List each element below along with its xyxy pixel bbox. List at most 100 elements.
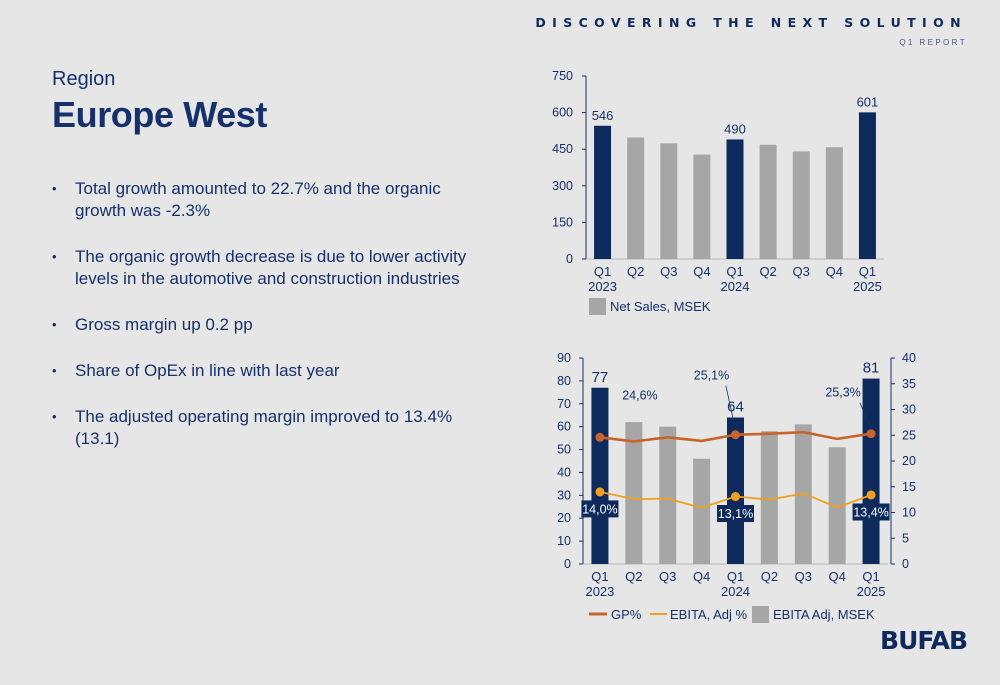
right-y-tick-label: 25 — [902, 428, 916, 442]
net-sales-data-label: 546 — [592, 108, 614, 123]
left-y-tick-label: 20 — [557, 511, 571, 525]
region-title: Europe West — [52, 94, 267, 135]
x-tick-label: 2024 — [721, 279, 750, 294]
x-tick-label: Q3 — [793, 264, 810, 279]
ebita-adj-bar — [828, 447, 846, 564]
legend-label-ebita-adj-percent: EBITA, Adj % — [670, 607, 748, 622]
net-sales-data-label: 490 — [724, 121, 746, 136]
ebita-adj-percent-label-box — [852, 503, 890, 521]
ebita-adj-percent-data-label: 13,4% — [853, 505, 888, 519]
x-tick-label: Q2 — [625, 569, 642, 584]
ebita-adj-bar — [693, 458, 711, 564]
region-label: Region — [52, 68, 116, 90]
legend-swatch-ebita-adj — [752, 606, 769, 623]
ebita-adj-percent-marker — [731, 492, 740, 502]
gp-percent-marker — [866, 429, 876, 439]
net-sales-bar — [792, 151, 810, 259]
net-sales-bar — [825, 147, 843, 259]
bullet-item: • Share of OpEx in line with last year — [52, 360, 482, 382]
left-y-tick-label: 60 — [557, 420, 571, 434]
bullet-dot-icon: • — [52, 409, 57, 424]
ebita-adj-percent-marker — [866, 490, 876, 500]
x-tick-label: 2025 — [853, 279, 882, 294]
gp-percent-marker — [731, 430, 740, 440]
net-sales-bar — [858, 112, 876, 259]
left-y-tick-label: 90 — [557, 351, 571, 365]
gp-percent-leader-line — [725, 385, 736, 430]
x-tick-label: Q2 — [627, 264, 644, 279]
ebita-adj-percent-label-box — [717, 505, 754, 523]
x-tick-label: Q4 — [828, 569, 845, 584]
left-y-tick-label: 80 — [557, 374, 571, 388]
x-tick-label: Q4 — [693, 569, 710, 584]
y-tick-label: 600 — [552, 106, 573, 120]
y-tick-label: 150 — [552, 215, 573, 229]
left-y-tick-label: 30 — [557, 488, 571, 502]
bullet-dot-icon: • — [52, 363, 57, 378]
right-y-tick-label: 20 — [902, 454, 916, 468]
ebita-adj-percent-data-label: 14,0% — [582, 502, 617, 516]
ebita-adj-bar — [760, 431, 778, 564]
ebita-adj-bar — [862, 378, 880, 564]
bullet-item: • Gross margin up 0.2 pp — [52, 314, 482, 336]
net-sales-bar — [660, 143, 678, 259]
ebita-adj-bar — [625, 422, 643, 564]
net-sales-bar — [759, 144, 777, 259]
legend-label-gp-percent: GP% — [611, 607, 642, 622]
y-tick-label: 750 — [552, 69, 573, 83]
net-sales-data-label: 601 — [857, 94, 879, 109]
left-y-tick-label: 40 — [557, 465, 571, 479]
bufab-logo: BUFAB — [880, 626, 968, 655]
net-sales-bar — [627, 137, 645, 259]
x-tick-label: Q3 — [660, 264, 677, 279]
left-y-tick-label: 0 — [564, 557, 571, 571]
gp-percent-marker — [595, 432, 605, 442]
ebita-adj-bar-label: 81 — [863, 360, 880, 377]
x-tick-label: Q1 — [594, 264, 611, 279]
bullet-dot-icon: • — [52, 181, 57, 196]
right-y-tick-label: 40 — [902, 351, 916, 365]
x-tick-label: Q3 — [659, 569, 676, 584]
y-tick-label: 300 — [552, 179, 573, 193]
ebita-adj-bar-label: 64 — [727, 399, 744, 416]
x-tick-label: Q4 — [826, 264, 843, 279]
right-y-tick-label: 10 — [902, 506, 916, 520]
net-sales-bar — [693, 154, 711, 259]
ebita-adj-bar-label: 77 — [592, 369, 609, 386]
legend-swatch-net-sales — [589, 298, 606, 315]
x-tick-label: Q2 — [761, 569, 778, 584]
bullet-dot-icon: • — [52, 249, 57, 264]
x-tick-label: 2023 — [588, 279, 617, 294]
ebita-adj-percent-data-label: 13,1% — [718, 507, 753, 521]
bullet-text: Share of OpEx in line with last year — [75, 361, 340, 380]
ebita-adj-bar — [659, 426, 677, 564]
ebita-adj-bar — [727, 417, 744, 564]
y-tick-label: 450 — [552, 142, 573, 156]
bullet-item: • The adjusted operating margin improved … — [52, 406, 482, 450]
gp-percent-data-label: 25,1% — [694, 369, 729, 383]
report-header-subtitle: Q1 REPORT — [899, 38, 967, 47]
x-tick-label: Q1 — [726, 264, 743, 279]
gp-percent-data-label: 25,3% — [825, 386, 860, 400]
gp-percent-data-label: 24,6% — [622, 388, 657, 402]
y-tick-label: 0 — [566, 252, 573, 266]
bullet-text: Total growth amounted to 22.7% and the o… — [75, 179, 441, 220]
bullet-text: The organic growth decrease is due to lo… — [75, 247, 467, 288]
ebita-adj-percent-marker — [595, 487, 605, 497]
bullet-text: The adjusted operating margin improved t… — [75, 407, 453, 448]
left-y-tick-label: 10 — [557, 534, 571, 548]
x-tick-label: Q1 — [591, 569, 608, 584]
left-y-tick-label: 70 — [557, 397, 571, 411]
x-tick-label: 2024 — [721, 584, 750, 599]
right-y-tick-label: 30 — [902, 403, 916, 417]
ebita-adj-percent-label-box — [581, 500, 619, 518]
bullet-dot-icon: • — [52, 317, 57, 332]
highlights-list: • Total growth amounted to 22.7% and the … — [52, 178, 482, 474]
x-tick-label: Q2 — [759, 264, 776, 279]
gp-percent-leader-line — [859, 402, 872, 429]
x-tick-label: 2023 — [585, 584, 614, 599]
legend-label-net-sales: Net Sales, MSEK — [610, 299, 711, 314]
right-y-tick-label: 15 — [902, 480, 916, 494]
x-tick-label: Q1 — [727, 569, 744, 584]
